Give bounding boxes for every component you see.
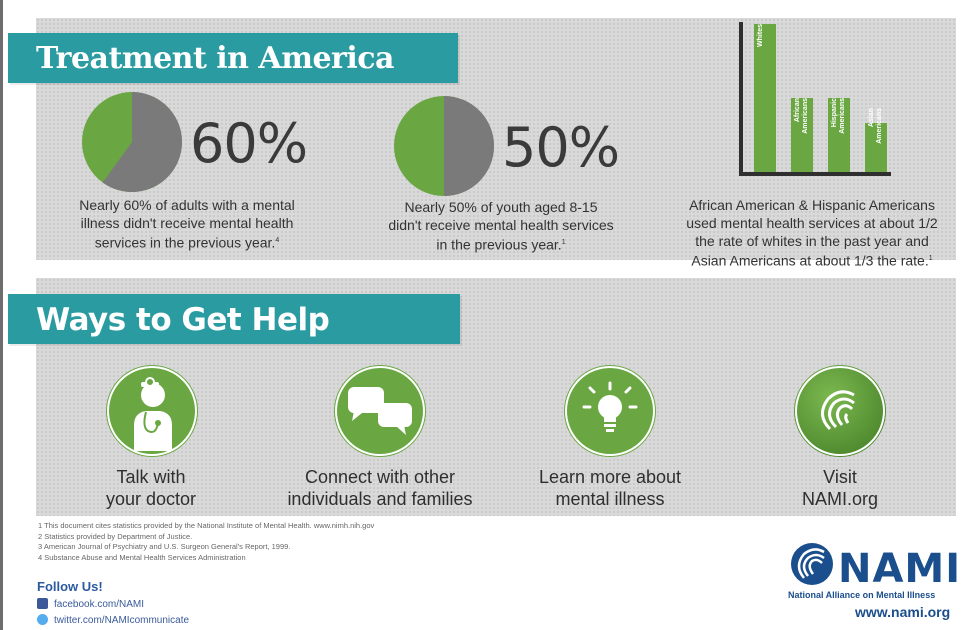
youth-pie-chart (394, 96, 494, 196)
speech-bubbles-icon (335, 366, 425, 456)
treatment-banner: Treatment in America (8, 33, 458, 83)
doctor-circle[interactable] (106, 365, 198, 457)
youth-footnote-mark: 1 (561, 239, 566, 246)
doctor-label-line-2: your doctor (105, 489, 197, 509)
bar-whites (754, 24, 776, 172)
disparity-caption-line-1: African American & Hispanic Americans (689, 197, 935, 213)
help-item-doctor-label: Talk with your doctor (70, 466, 232, 510)
adults-pie-gray-slice (102, 92, 182, 192)
youth-pie-gray-slice (444, 96, 494, 196)
nami-logo-swirl-icon (791, 543, 833, 585)
help-banner: Ways to Get Help (8, 294, 460, 344)
nami-url-link[interactable]: www.nami.org (855, 604, 951, 620)
follow-us-heading: Follow Us! (37, 579, 103, 594)
adults-caption-line-2: illness didn't receive mental health (80, 215, 294, 231)
bar-axis-horizontal (739, 172, 891, 176)
learn-label-line-2: mental illness (555, 489, 665, 509)
disparity-caption-line-2: used mental health services at about 1/2 (686, 215, 938, 231)
adults-footnote-mark: 4 (275, 237, 280, 244)
visit-nami-circle[interactable] (794, 365, 886, 457)
bar-asian-americans (865, 123, 887, 172)
footnotes: 1 This document cites statistics provide… (38, 521, 374, 563)
bar-asian-americans-label: Asian Americans (868, 108, 883, 144)
youth-caption-line-2: didn't receive mental health services (388, 217, 614, 233)
twitter-icon (37, 614, 48, 625)
bar-african-americans (791, 98, 813, 172)
footnote-4: 4 Substance Abuse and Mental Health Serv… (38, 552, 246, 562)
facebook-icon (37, 598, 48, 609)
adults-caption: Nearly 60% of adults with a mental illne… (52, 196, 322, 252)
nami-tagline: National Alliance on Mental Illness (788, 590, 936, 600)
bar-hispanic-americans (828, 98, 850, 172)
youth-caption-line-3: in the previous year. (436, 236, 562, 253)
footnote-3: 3 American Journal of Psychiatry and U.S… (38, 542, 291, 551)
learn-label-line-1: Learn more about (538, 467, 682, 487)
adults-pie-chart (82, 92, 182, 192)
connect-label-line-1: Connect with other (304, 467, 456, 487)
disparity-caption-line-3: the rate of whites in the past year and (695, 233, 929, 249)
adults-caption-line-1: Nearly 60% of adults with a mental (79, 197, 295, 213)
doctor-icon (107, 366, 197, 456)
facebook-url[interactable]: facebook.com/NAMI (54, 599, 145, 610)
help-item-visit-label: Visit NAMI.org (770, 466, 910, 510)
help-title: Ways to Get Help (36, 302, 330, 338)
facebook-link[interactable]: facebook.com/NAMI (37, 598, 144, 610)
nami-logo[interactable]: NAMI (790, 540, 960, 590)
bar-whites-label: Whites (757, 24, 764, 47)
connect-label-line-2: individuals and families (287, 489, 473, 509)
bar-axis-vertical (739, 22, 743, 174)
doctor-label-line-1: Talk with (116, 467, 186, 487)
bar-hispanic-americans-label: Hispanic Americans (831, 98, 846, 134)
footnote-1: 1 This document cites statistics provide… (38, 521, 375, 530)
disparity-footnote-mark: 1 (928, 255, 933, 262)
nami-swirl-icon (795, 366, 885, 456)
youth-percent: 50% (502, 116, 620, 179)
nami-org-link[interactable]: NAMI.org (801, 489, 879, 509)
twitter-link[interactable]: twitter.com/NAMIcommunicate (37, 614, 189, 626)
lightbulb-icon (565, 366, 655, 456)
youth-caption-line-1: Nearly 50% of youth aged 8-15 (404, 199, 598, 215)
bar-african-americans-label: African Americans (794, 98, 809, 134)
disparity-caption: African American & Hispanic Americans us… (662, 196, 962, 270)
footnote-2: 2 Statistics provided by Department of J… (38, 531, 193, 541)
treatment-title: Treatment in America (36, 41, 394, 76)
help-item-learn-label: Learn more about mental illness (520, 466, 700, 510)
twitter-url[interactable]: twitter.com/NAMIcommunicate (54, 615, 190, 626)
help-item-connect-label: Connect with other individuals and famil… (262, 466, 498, 510)
disparity-caption-line-4: Asian Americans at about 1/3 the rate. (691, 252, 929, 269)
connect-circle[interactable] (334, 365, 426, 457)
adults-caption-line-3: services in the previous year. (94, 234, 276, 251)
nami-wordmark: NAMI (838, 546, 960, 590)
youth-caption: Nearly 50% of youth aged 8-15 didn't rec… (366, 198, 636, 254)
adults-percent: 60% (190, 112, 308, 175)
window-edge (0, 0, 3, 630)
learn-circle[interactable] (564, 365, 656, 457)
visit-label-line-1: Visit (823, 467, 857, 487)
